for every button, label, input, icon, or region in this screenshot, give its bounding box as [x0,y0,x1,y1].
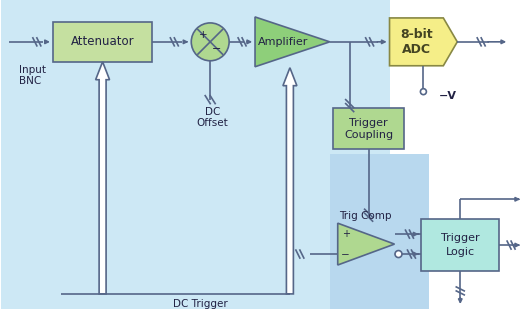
Bar [330,154,429,309]
Bar [333,108,404,149]
Polygon shape [390,18,457,66]
Text: Input
BNC: Input BNC [19,65,46,86]
Text: Attenuator: Attenuator [71,35,135,48]
Text: Trigger: Trigger [441,233,480,243]
Text: +: + [342,229,350,239]
Circle shape [395,250,402,258]
Text: ADC: ADC [402,43,431,56]
Text: DC Trigger: DC Trigger [173,299,228,309]
Polygon shape [96,62,109,294]
Polygon shape [255,17,330,67]
Circle shape [420,89,427,95]
Text: −: − [211,44,221,54]
Ellipse shape [191,23,229,61]
Polygon shape [283,68,297,294]
Text: −V: −V [439,91,457,101]
Text: Coupling: Coupling [344,131,393,140]
Text: −: − [341,250,350,260]
Bar [421,219,499,271]
Bar [1,0,390,309]
Bar [53,22,153,62]
Text: Logic: Logic [446,247,475,257]
Text: Trigger: Trigger [349,117,388,127]
Polygon shape [338,223,394,265]
Text: 8-bit: 8-bit [400,29,433,41]
Text: DC
Offset: DC Offset [196,107,228,128]
Text: Amplifier: Amplifier [258,37,308,47]
Text: Trig Comp: Trig Comp [339,211,392,221]
Text: +: + [199,30,208,40]
